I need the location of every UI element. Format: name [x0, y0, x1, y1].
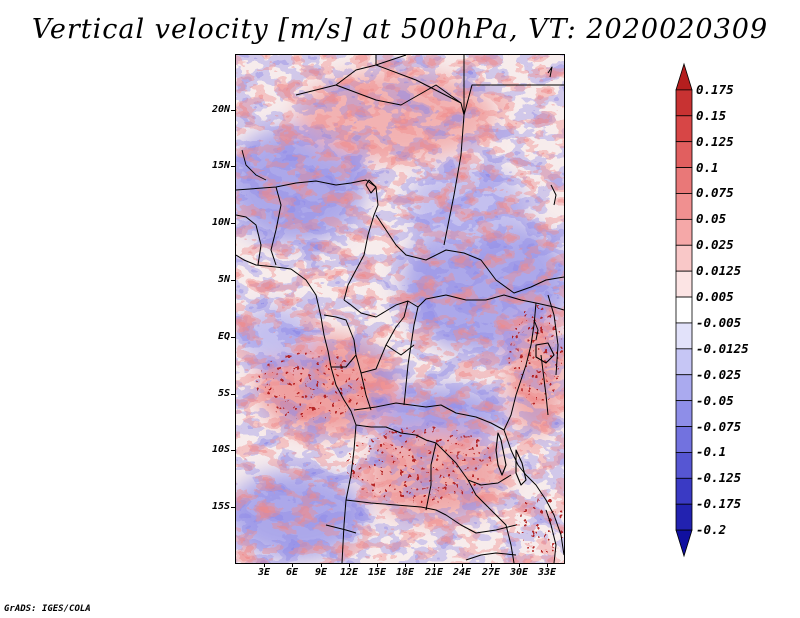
lat-label-15n: 15N: [211, 160, 230, 171]
colorbar-bin: [675, 218, 693, 246]
colorbar-bin: [675, 400, 693, 427]
lon-label-15e: 15E: [367, 567, 387, 578]
colorbar-bin: [675, 89, 693, 117]
colorbar-label: 0.125: [696, 133, 734, 149]
lat-tick: [231, 337, 235, 338]
colorbar-label: 0.175: [696, 81, 734, 97]
lon-label-24e: 24E: [452, 567, 472, 578]
lon-label-21e: 21E: [424, 567, 444, 578]
colorbar-label: -0.0125: [696, 340, 749, 356]
colorbar-label: 0.15: [696, 107, 727, 123]
lat-label-15s: 15S: [211, 501, 230, 512]
lat-tick: [231, 223, 235, 224]
colorbar-label: 0.0125: [696, 263, 742, 279]
grads-credit: GrADS: IGES/COLA: [4, 604, 91, 614]
lon-label-18e: 18E: [395, 567, 415, 578]
lon-label-12e: 12E: [339, 567, 359, 578]
lon-tick: [491, 563, 492, 567]
colorbar-label: -0.025: [696, 366, 742, 382]
colorbar-label: -0.2: [696, 522, 727, 538]
colorbar-bin: [675, 426, 693, 453]
vertical-velocity-field: [236, 55, 564, 563]
colorbar-bin: [675, 141, 693, 168]
lon-tick: [377, 563, 378, 567]
colorbar-bin: [675, 167, 693, 194]
lat-label-10s: 10S: [211, 444, 230, 455]
colorbar-label: 0.025: [696, 237, 734, 253]
colorbar-label: 0.075: [696, 185, 734, 201]
colorbar-label: -0.005: [696, 314, 742, 330]
lat-label-5s: 5S: [217, 388, 230, 399]
colorbar-bin: [675, 296, 693, 324]
lat-label-eq: EQ: [217, 331, 230, 342]
lon-tick: [462, 563, 463, 567]
colorbar-bin: [675, 193, 693, 220]
colorbar-bin: [675, 270, 693, 298]
lon-label-6e: 6E: [285, 567, 299, 578]
lat-tick: [231, 507, 235, 508]
colorbar-label: 0.005: [696, 289, 734, 305]
lon-label-30e: 30E: [509, 567, 529, 578]
lat-tick: [231, 280, 235, 281]
lat-tick: [231, 166, 235, 167]
lat-label-20n: 20N: [211, 104, 230, 115]
country-borders: [236, 55, 564, 563]
lat-tick: [231, 450, 235, 451]
colorbar-label: -0.125: [696, 470, 742, 486]
lat-tick: [231, 110, 235, 111]
map-panel[interactable]: [235, 54, 565, 564]
colorbar-label: -0.1: [696, 444, 727, 460]
lon-label-3e: 3E: [257, 567, 271, 578]
lon-tick: [264, 563, 265, 567]
lon-label-9e: 9E: [314, 567, 328, 578]
chart-title: Vertical velocity [m/s] at 500hPa, VT: 2…: [31, 14, 769, 45]
colorbar-bin: [675, 477, 693, 505]
lon-tick: [321, 563, 322, 567]
colorbar-bin: [675, 374, 693, 402]
colorbar-bin: [675, 62, 693, 91]
lon-tick: [405, 563, 406, 567]
colorbar-label: 0.1: [696, 159, 719, 175]
lat-label-10n: 10N: [211, 217, 230, 228]
lon-tick: [547, 563, 548, 567]
lon-tick: [434, 563, 435, 567]
lat-label-5n: 5N: [217, 274, 230, 285]
colorbar-bin: [675, 529, 693, 558]
lon-tick: [349, 563, 350, 567]
colorbar-bin: [675, 503, 693, 531]
colorbar-label: -0.05: [696, 392, 734, 408]
colorbar-bin: [675, 244, 693, 272]
lat-tick: [231, 394, 235, 395]
colorbar-bin: [675, 115, 693, 143]
colorbar-label: 0.05: [696, 211, 727, 227]
lon-label-27e: 27E: [481, 567, 501, 578]
lon-tick: [519, 563, 520, 567]
colorbar: [675, 62, 693, 558]
lon-label-33e: 33E: [537, 567, 557, 578]
colorbar-bin: [675, 348, 693, 376]
colorbar-bin: [675, 322, 693, 350]
lon-tick: [292, 563, 293, 567]
colorbar-label: -0.075: [696, 418, 742, 434]
colorbar-bin: [675, 452, 693, 479]
colorbar-label: -0.175: [696, 496, 742, 512]
